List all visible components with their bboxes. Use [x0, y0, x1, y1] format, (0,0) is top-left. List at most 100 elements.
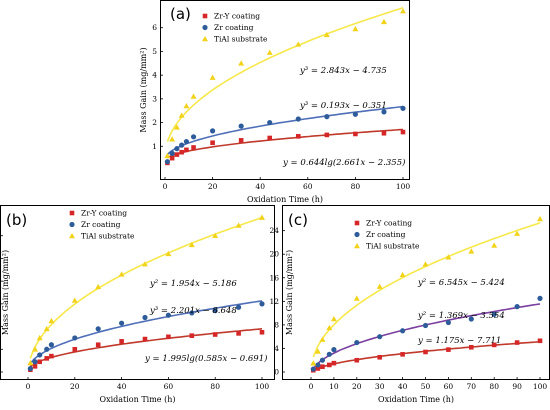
- data-point-zr: [259, 301, 265, 307]
- legend-label: Zr-Y coating: [366, 219, 412, 228]
- legend-label: Zr coating: [81, 220, 121, 229]
- panel-label: (a): [170, 5, 191, 23]
- data-point-tial: [43, 325, 50, 332]
- y-tick-label: 2: [152, 118, 157, 127]
- data-point-tial: [238, 60, 245, 66]
- data-point-tial: [118, 271, 125, 277]
- data-point-zr-y: [142, 336, 148, 342]
- y-axis-title: Mass Gain (mg/mm²): [1, 250, 10, 335]
- data-point-zr: [119, 320, 125, 326]
- fit-curve-3: [29, 216, 263, 359]
- data-point-zr-y: [174, 152, 180, 157]
- data-point-tial: [178, 112, 185, 118]
- data-point-tial: [235, 222, 242, 228]
- x-tick-label: 60: [303, 182, 313, 191]
- y-tick-label: 6: [152, 23, 157, 32]
- data-point-zr: [514, 304, 520, 310]
- data-point-zr-y: [324, 132, 330, 138]
- legend-label: TiAl substrate: [214, 35, 268, 44]
- data-point-zr: [319, 357, 326, 363]
- data-point-zr-y: [353, 131, 358, 137]
- data-point-zr-y: [400, 129, 406, 135]
- data-point-zr-y: [446, 347, 451, 352]
- data-point-zr: [179, 142, 185, 148]
- legend-marker-tial: [354, 243, 360, 249]
- y-tick-label: 1: [152, 142, 157, 151]
- data-point-tial: [164, 152, 171, 159]
- x-tick-label: 0: [26, 382, 31, 391]
- data-point-zr-y: [377, 354, 382, 360]
- chart-panel-3: (c) 0 10 20 30 40 50 60 70 80 90 100 0 4 8 12 16 20 24 Oxid…: [269, 205, 550, 404]
- fit-equation: y³ = 2.843x − 4.735: [299, 66, 387, 76]
- data-point-zr: [169, 150, 175, 156]
- data-point-zr-y: [491, 342, 497, 348]
- data-point-tial: [95, 283, 102, 290]
- x-tick-label: 20: [208, 182, 218, 191]
- data-point-tial: [259, 214, 265, 220]
- data-point-zr-y: [72, 346, 78, 352]
- x-tick-label: 70: [467, 382, 477, 391]
- x-tick-label: 40: [398, 382, 408, 391]
- data-point-zr: [491, 311, 497, 317]
- data-point-tial: [71, 297, 78, 303]
- data-point-zr: [210, 128, 216, 134]
- data-point-zr-y: [236, 331, 241, 336]
- x-tick-label: 40: [255, 182, 265, 191]
- data-point-zr-y: [315, 366, 321, 371]
- x-axis-title: Oxidation Time (h): [247, 195, 323, 204]
- data-point-tial: [209, 74, 216, 80]
- data-point-tial: [212, 232, 219, 239]
- data-point-tial: [537, 215, 543, 222]
- y-axis-title: Mass Gain (mg/mm²): [139, 47, 148, 132]
- legend-marker-tial: [69, 233, 75, 239]
- panel-frame: [282, 205, 550, 380]
- data-point-zr-y: [95, 342, 101, 348]
- legend-marker-zr-y: [69, 210, 75, 216]
- fit-equation: y = 1.995lg(0.585x − 0.691): [144, 353, 267, 364]
- data-point-tial: [352, 25, 359, 32]
- data-point-zr-y: [238, 138, 244, 143]
- data-point-tial: [314, 348, 321, 354]
- data-point-tial: [491, 242, 498, 248]
- data-point-tial: [330, 316, 337, 322]
- data-point-tial: [380, 18, 387, 25]
- data-point-zr: [32, 359, 38, 365]
- data-point-zr: [37, 352, 43, 358]
- data-point-tial: [266, 49, 273, 55]
- data-point-tial: [190, 93, 197, 99]
- data-point-zr-y: [166, 334, 171, 340]
- fit-curve-1: [167, 128, 404, 159]
- fit-curve-3: [166, 7, 404, 142]
- data-point-zr-y: [381, 130, 387, 136]
- data-point-tial: [173, 124, 180, 130]
- data-point-zr: [326, 351, 332, 357]
- x-tick-label: 30: [375, 382, 385, 391]
- data-point-zr: [400, 105, 406, 111]
- fit-equation: y² = 6.545x − 5.424: [417, 278, 505, 288]
- fit-curve-1: [312, 340, 541, 372]
- data-point-zr: [238, 123, 244, 129]
- data-point-zr: [354, 339, 360, 346]
- y-tick-label: 4: [152, 71, 157, 80]
- legend-label: TiAl substrate: [366, 242, 420, 251]
- data-point-zr: [236, 304, 242, 310]
- data-point-zr: [72, 335, 78, 341]
- data-point-zr: [315, 362, 321, 368]
- data-point-zr: [142, 314, 148, 321]
- fit-curve-2: [29, 300, 263, 364]
- panel-frame: [0, 205, 275, 380]
- data-point-zr-y: [189, 333, 195, 338]
- data-point-zr: [295, 116, 301, 122]
- y-tick-label: 12: [269, 297, 279, 306]
- data-point-tial: [169, 136, 176, 142]
- legend-label: Zr-Y coating: [81, 209, 127, 218]
- data-point-tial: [445, 254, 452, 260]
- data-point-zr: [324, 114, 330, 120]
- legend-marker-zr: [354, 231, 360, 238]
- data-point-zr: [48, 342, 55, 348]
- x-tick-label: 80: [351, 182, 361, 191]
- x-tick-label: 0: [163, 182, 168, 191]
- data-point-zr-y: [119, 339, 124, 344]
- chart-panel-1: (a) 0 20 40 60 80 100 1 2 3 4 5 6 Oxidation Time (h) M…: [139, 0, 410, 204]
- data-point-zr: [27, 365, 33, 372]
